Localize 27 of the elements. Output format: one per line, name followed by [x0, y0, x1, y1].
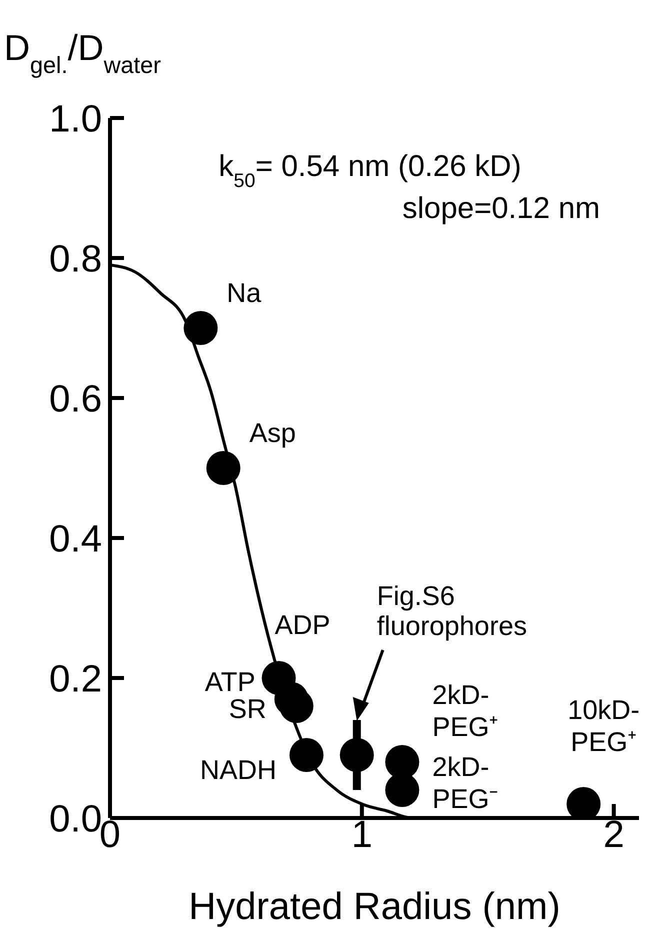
annotation: Fig.S6 fluorophores: [376, 581, 527, 641]
annotation: ATP: [204, 667, 256, 697]
y-axis-title: D$_{gel.}$/D$_{water}$: [4, 27, 162, 78]
annotation: NADH: [200, 755, 276, 785]
y-tick-label: 0.0: [49, 798, 102, 840]
annotation: SR: [228, 694, 266, 724]
x-axis-title: Hydrated Radius (nm): [188, 886, 560, 928]
annotation: 2kD- PEG⁻: [432, 752, 498, 814]
annotation: slope=0.12 nm: [402, 192, 600, 225]
x-tick-label: 0: [99, 814, 121, 856]
y-tick-label: 0.4: [49, 518, 102, 560]
y-tick-label: 0.8: [49, 238, 102, 280]
annotation: 2kD- PEG⁺: [432, 680, 498, 742]
point: [206, 451, 240, 485]
point: [289, 738, 324, 772]
x-tick-label: 2: [603, 814, 624, 856]
x-tick-label: 1: [351, 814, 372, 856]
point: [184, 311, 218, 345]
annotation: ADP: [274, 610, 330, 640]
y-tick-label: 0.2: [49, 658, 102, 700]
annotation: Asp: [249, 418, 296, 448]
y-tick-label: 0.6: [49, 378, 102, 420]
y-tick-label: 1.0: [49, 98, 102, 140]
annotation: k$_{50}$= 0.54 nm (0.26 kD): [218, 150, 522, 192]
annotation: 10kD- PEG⁺: [568, 695, 640, 757]
annotation: Na: [226, 278, 262, 308]
point: [340, 738, 374, 772]
